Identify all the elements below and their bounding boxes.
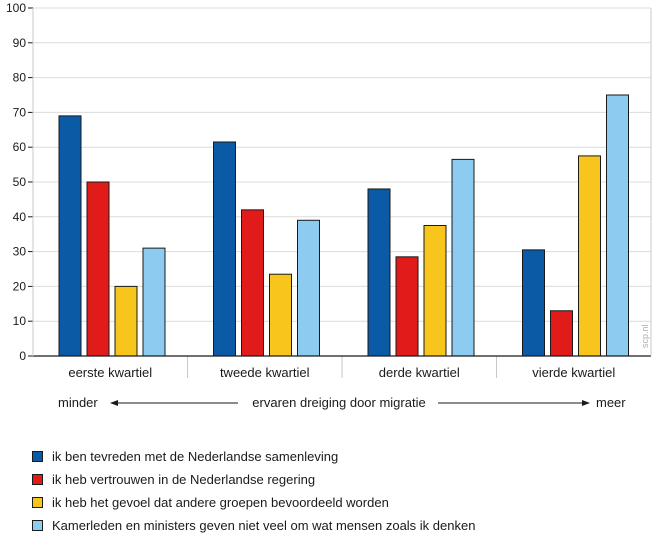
bar bbox=[606, 94, 629, 357]
bar bbox=[114, 285, 138, 357]
legend-item: Kamerleden en ministers geven niet veel … bbox=[32, 514, 475, 537]
legend-item: ik heb vertrouwen in de Nederlandse rege… bbox=[32, 468, 475, 491]
bar bbox=[451, 158, 475, 357]
bar bbox=[241, 209, 264, 357]
bar bbox=[86, 181, 110, 357]
y-tick-label: 60 bbox=[13, 140, 27, 154]
bar bbox=[213, 141, 236, 357]
y-tick-label: 100 bbox=[6, 1, 26, 15]
y-tick-label: 10 bbox=[13, 314, 27, 328]
legend-swatch bbox=[32, 497, 43, 508]
bar bbox=[522, 249, 545, 357]
bars bbox=[58, 94, 629, 357]
legend-swatch bbox=[32, 520, 43, 531]
bar bbox=[395, 256, 419, 357]
category-label: vierde kwartiel bbox=[532, 365, 615, 380]
y-tick-label: 70 bbox=[13, 105, 27, 119]
y-tick-label: 20 bbox=[13, 279, 27, 293]
y-tick-label: 80 bbox=[13, 71, 27, 85]
legend-label: ik ben tevreden met de Nederlandse samen… bbox=[52, 449, 339, 464]
legend-label: ik heb het gevoel dat andere groepen bev… bbox=[52, 495, 389, 510]
legend-swatch bbox=[32, 451, 43, 462]
gridlines bbox=[33, 7, 651, 322]
axis-caption-left: minder bbox=[58, 395, 98, 410]
bar bbox=[142, 247, 166, 357]
category-label: eerste kwartiel bbox=[68, 365, 152, 380]
y-tick-label: 90 bbox=[13, 36, 27, 50]
y-tick-label: 30 bbox=[13, 245, 27, 259]
legend: ik ben tevreden met de Nederlandse samen… bbox=[32, 445, 475, 537]
legend-label: Kamerleden en ministers geven niet veel … bbox=[52, 518, 476, 533]
category-label: tweede kwartiel bbox=[220, 365, 310, 380]
bar bbox=[297, 219, 320, 357]
legend-item: ik heb het gevoel dat andere groepen bev… bbox=[32, 491, 475, 514]
y-tick-label: 50 bbox=[13, 175, 27, 189]
y-axis-ticks: 0 10 20 30 40 50 60 70 80 90 100 bbox=[6, 1, 33, 363]
legend-label: ik heb vertrouwen in de Nederlandse rege… bbox=[52, 472, 316, 487]
axis-caption-center: ervaren dreiging door migratie bbox=[252, 395, 425, 410]
bar bbox=[550, 310, 573, 357]
left-arrow-icon bbox=[110, 400, 238, 406]
bar bbox=[367, 188, 391, 357]
bar-chart: 0 10 20 30 40 50 60 70 80 90 100 eerste kwartiel tw… bbox=[6, 1, 652, 410]
bar bbox=[58, 115, 82, 357]
axis-caption-right: meer bbox=[596, 395, 626, 410]
right-arrow-icon bbox=[438, 400, 590, 406]
legend-item: ik ben tevreden met de Nederlandse samen… bbox=[32, 445, 475, 468]
category-label: derde kwartiel bbox=[379, 365, 460, 380]
bar bbox=[423, 225, 447, 357]
bar bbox=[578, 155, 601, 357]
category-labels: eerste kwartiel tweede kwartiel derde kwar… bbox=[68, 356, 615, 380]
bar bbox=[269, 273, 292, 357]
legend-swatch bbox=[32, 474, 43, 485]
y-tick-label: 0 bbox=[19, 349, 26, 363]
watermark: scp.nl bbox=[640, 324, 650, 348]
y-tick-label: 40 bbox=[13, 210, 27, 224]
